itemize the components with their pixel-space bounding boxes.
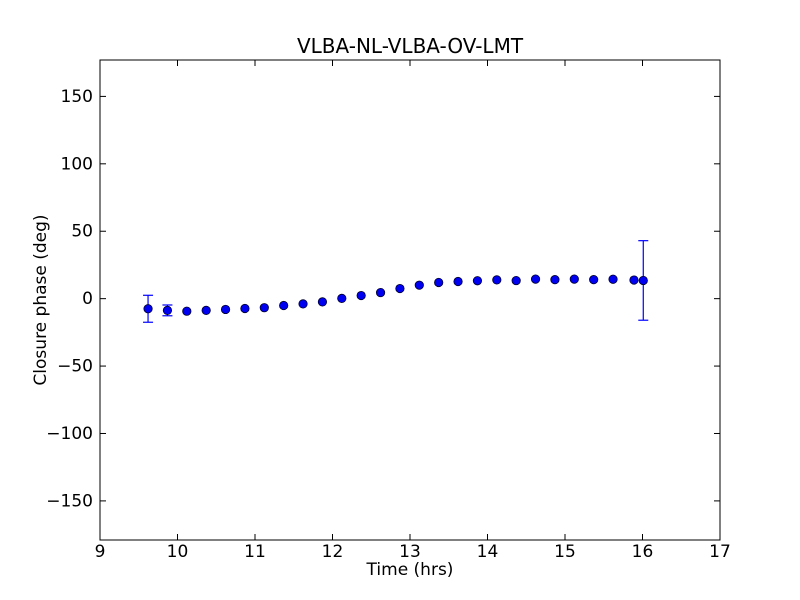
y-tick-label: 0 [82, 289, 93, 309]
data-point [395, 283, 405, 294]
data-point [638, 275, 648, 286]
x-tick-label: 9 [95, 542, 106, 562]
y-axis-label: Closure phase (deg) [31, 214, 51, 386]
data-point [220, 304, 231, 315]
y-tick-label: 50 [71, 222, 93, 242]
y-tick-label: −150 [46, 491, 93, 511]
data-point [511, 275, 521, 286]
data-point [298, 299, 308, 309]
data-point [492, 275, 502, 285]
data-point [530, 274, 541, 284]
data-point [240, 303, 250, 314]
data-point [453, 276, 463, 287]
x-tick-label: 11 [244, 542, 266, 562]
chart-title: VLBA-NL-VLBA-OV-LMT [296, 34, 524, 58]
data-point [162, 305, 173, 315]
data-point [317, 297, 328, 307]
data-point [550, 275, 560, 285]
x-tick-label: 12 [322, 542, 344, 562]
data-point [569, 274, 579, 284]
data-point [201, 305, 211, 315]
data-point [589, 275, 599, 285]
data-point [375, 287, 386, 298]
y-tick-label: 150 [61, 87, 93, 107]
x-tick-label: 15 [554, 542, 576, 562]
data-point [472, 276, 483, 286]
data-point [608, 274, 618, 284]
x-tick-label: 16 [632, 542, 654, 562]
data-point [143, 304, 153, 314]
data-point [414, 280, 424, 290]
y-tick-label: 100 [61, 154, 93, 174]
data-point [182, 306, 192, 316]
data-point [279, 300, 289, 311]
data-point [629, 275, 639, 285]
x-tick-label: 13 [399, 542, 421, 562]
y-tick-label: −100 [46, 424, 93, 444]
data-point [356, 290, 366, 301]
plot-border [99, 59, 721, 541]
x-axis-label: Time (hrs) [366, 560, 454, 580]
data-point [259, 303, 269, 313]
data-point [337, 293, 347, 303]
data-point [434, 277, 444, 288]
y-tick-label: −50 [57, 357, 93, 377]
x-tick-label: 10 [167, 542, 189, 562]
x-tick-label: 17 [709, 542, 731, 562]
x-tick-label: 14 [477, 542, 499, 562]
